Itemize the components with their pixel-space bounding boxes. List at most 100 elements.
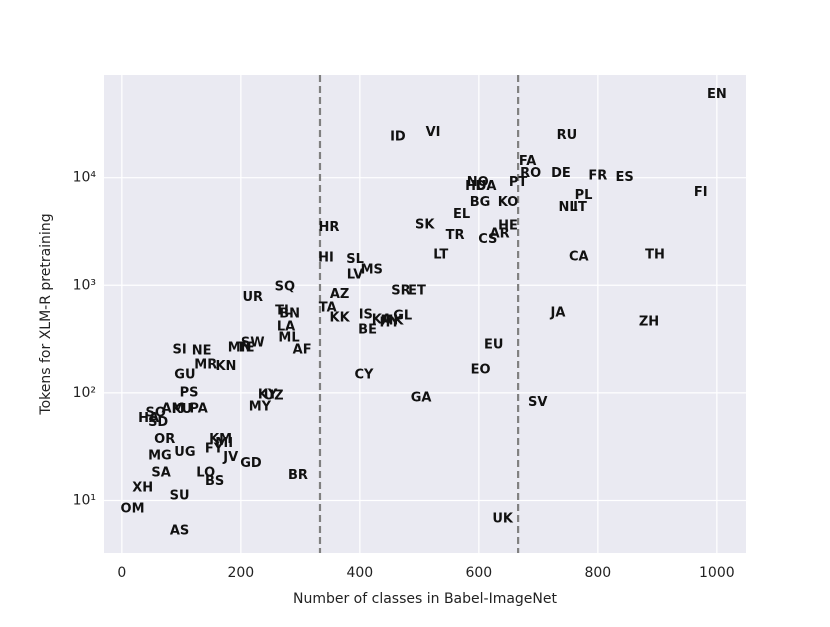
point-label: EU [484,337,503,352]
point-label: RO [520,166,541,181]
point-label: GD [240,456,262,471]
point-label: BR [288,468,308,483]
point-label: KK [330,310,351,325]
point-label: CY [355,367,375,382]
point-label: IT [573,200,587,215]
x-tick-label: 400 [346,565,373,581]
point-label: JV [222,450,238,465]
point-label: BN [279,306,300,321]
point-label: MY [249,399,272,414]
point-label: SO [146,406,166,421]
point-label: KN [215,359,236,374]
point-label: ZH [639,314,659,329]
point-label: MS [361,262,383,277]
x-tick-label: 600 [465,565,492,581]
point-label: JA [550,305,566,320]
point-label: BS [205,474,224,489]
point-label: TA [319,300,337,315]
point-label: DE [551,166,571,181]
point-label: SK [415,217,435,232]
point-label: TH [645,247,665,262]
point-label: ML [278,330,299,345]
point-label: BG [470,195,491,210]
x-tick-label: 200 [227,565,254,581]
point-label: HU [465,179,486,194]
point-label: VI [426,125,441,140]
point-label: MG [148,448,172,463]
point-label: PS [180,385,199,400]
point-label: KY [258,387,278,402]
point-label: FI [694,185,708,200]
point-label: AS [170,524,189,539]
point-label: LA [277,319,295,334]
point-label: AM [162,401,185,416]
point-label: KO [498,195,519,210]
point-label: DA [476,179,497,194]
point-label: LV [347,267,364,282]
point-label: SI [172,342,186,357]
point-label: UZ [264,388,284,403]
point-label: OR [154,432,175,447]
point-label: NE [192,343,212,358]
point-label: XH [132,481,153,496]
point-label: HY [379,315,400,330]
point-label: MR [194,357,217,372]
point-label: GU [174,367,195,382]
point-label: GL [393,308,412,323]
x-tick-label: 0 [117,565,126,581]
point-label: SL [346,252,364,267]
point-label: EO [471,362,491,377]
y-axis-label: Tokens for XLM-R pretraining [38,213,54,415]
x-tick-label: 1000 [699,565,735,581]
point-label: MK [380,313,404,328]
point-label: MI [215,436,233,451]
point-label: KU [172,402,192,417]
point-label: GA [411,390,432,405]
point-label: PA [189,401,207,416]
point-label: HE [498,218,518,233]
point-label: SD [148,415,168,430]
y-tick-label: 10² [73,385,96,401]
point-label: SU [170,489,190,504]
point-label: MN [228,340,252,355]
point-label: LT [433,247,448,262]
y-tick-label: 10³ [73,277,96,293]
point-label: TE [237,340,255,355]
point-label: PT [509,175,528,190]
point-label: HI [318,250,334,265]
point-label: OM [121,502,145,517]
point-label: SQ [275,279,295,294]
point-label: KA [372,312,392,327]
point-label: AZ [330,287,350,302]
point-label: TR [446,228,465,243]
plot-area [104,75,746,553]
y-tick-label: 10⁴ [73,170,97,186]
point-label: IS [359,307,373,322]
point-label: KM [209,432,232,447]
point-label: FY [205,442,224,457]
point-label: CS [478,232,497,247]
point-label: AR [490,226,510,241]
point-label: PL [575,188,593,203]
point-label: ID [390,129,406,144]
point-label: UG [174,445,195,460]
point-label: ET [408,283,426,298]
point-label: NL [559,200,578,215]
x-axis-label: Number of classes in Babel-ImageNet [293,591,558,607]
point-label: RU [557,128,578,143]
y-tick-label: 10¹ [73,492,96,508]
point-label: FA [519,154,536,169]
point-label: SA [151,466,170,481]
point-label: ES [615,170,633,185]
point-label: EN [707,87,727,102]
point-label: HR [318,220,339,235]
point-label: SV [528,395,547,410]
point-label: LO [196,466,215,481]
point-label: AF [293,342,312,357]
point-label: UR [242,290,263,305]
point-label: HA [138,411,159,426]
point-label: CA [569,249,589,264]
point-label: SW [241,335,265,350]
point-label: NO [467,175,489,190]
